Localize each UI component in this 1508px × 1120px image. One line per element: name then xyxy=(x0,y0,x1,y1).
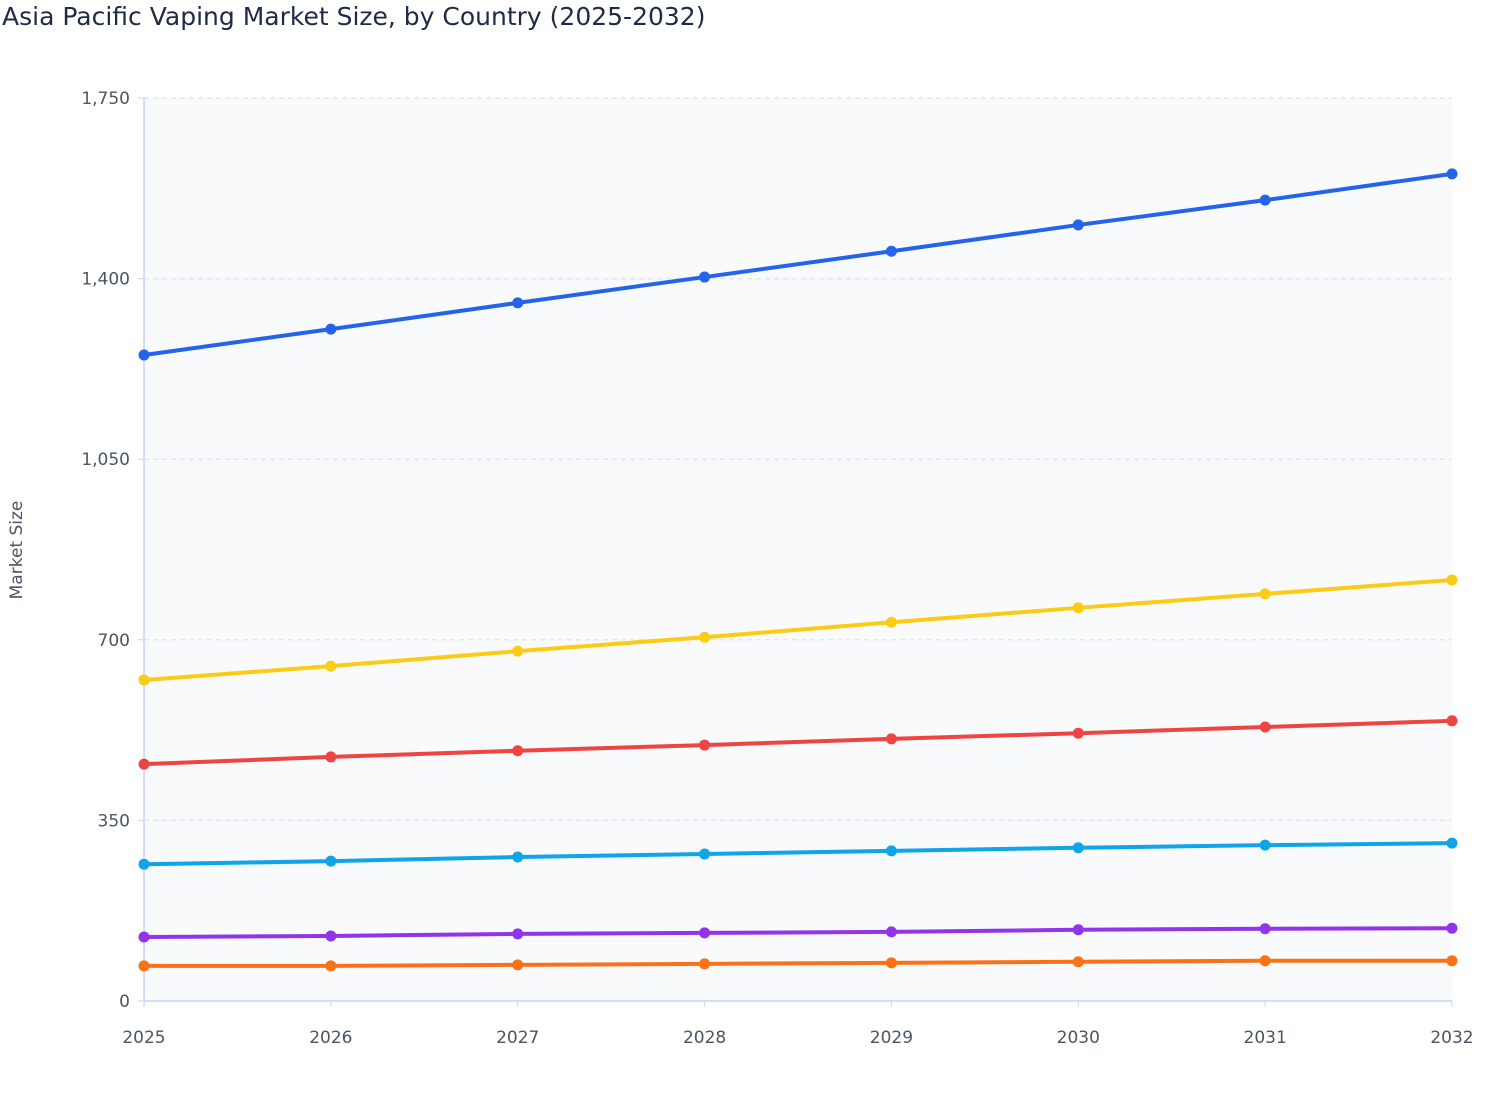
series-line xyxy=(143,718,1453,767)
data-point xyxy=(1072,956,1084,968)
data-point xyxy=(1259,588,1271,600)
data-point xyxy=(138,674,150,686)
data-point xyxy=(1446,922,1458,934)
x-tick-label: 2027 xyxy=(496,1028,539,1048)
data-point xyxy=(1259,923,1271,935)
data-point xyxy=(138,931,150,943)
data-point xyxy=(325,660,337,672)
data-point xyxy=(1072,602,1084,614)
data-point xyxy=(512,645,524,657)
data-point xyxy=(138,858,150,870)
y-tick-label: 700 xyxy=(98,631,130,651)
data-point xyxy=(885,926,897,938)
series-1 xyxy=(138,574,1458,686)
data-point xyxy=(885,845,897,857)
x-tick-label: 2030 xyxy=(1057,1028,1100,1048)
series-3 xyxy=(138,837,1458,870)
data-point xyxy=(699,631,711,643)
data-point xyxy=(1446,837,1458,849)
data-point xyxy=(325,751,337,763)
series-line xyxy=(143,841,1453,867)
x-tick-label: 2026 xyxy=(309,1028,352,1048)
y-tick-label: 0 xyxy=(119,992,130,1012)
data-point xyxy=(512,851,524,863)
data-point xyxy=(1446,168,1458,180)
series-2 xyxy=(138,715,1458,770)
x-tick-label: 2029 xyxy=(870,1028,913,1048)
x-tick-label: 2025 xyxy=(122,1028,165,1048)
y-tick-label: 1,750 xyxy=(81,89,130,109)
series-4 xyxy=(138,922,1458,943)
data-point xyxy=(512,745,524,757)
series-line xyxy=(143,926,1453,940)
data-point xyxy=(1259,721,1271,733)
data-point xyxy=(1259,839,1271,851)
series-line xyxy=(143,577,1453,683)
x-tick-label: 2028 xyxy=(683,1028,726,1048)
data-point xyxy=(885,957,897,969)
data-point xyxy=(325,855,337,867)
data-point xyxy=(699,958,711,970)
data-point xyxy=(512,959,524,971)
data-point xyxy=(1446,715,1458,727)
data-point xyxy=(1259,955,1271,967)
data-point xyxy=(325,960,337,972)
plot-background xyxy=(144,98,1452,1001)
series-line xyxy=(143,171,1453,357)
data-point xyxy=(885,245,897,257)
data-point xyxy=(699,927,711,939)
data-point xyxy=(325,323,337,335)
data-point xyxy=(1072,727,1084,739)
data-point xyxy=(1072,219,1084,231)
series-line xyxy=(144,958,1452,968)
data-point xyxy=(512,928,524,940)
chart-title: Asia Pacific Vaping Market Size, by Coun… xyxy=(2,2,706,31)
y-tick-label: 350 xyxy=(98,811,130,831)
data-point xyxy=(1446,955,1458,967)
data-point xyxy=(138,758,150,770)
data-point xyxy=(1072,924,1084,936)
x-tick-label: 2032 xyxy=(1430,1028,1473,1048)
y-tick-label: 1,400 xyxy=(81,270,130,290)
data-point xyxy=(885,616,897,628)
data-point xyxy=(1446,574,1458,586)
data-point xyxy=(1259,194,1271,206)
series-5 xyxy=(138,955,1458,972)
data-point xyxy=(699,739,711,751)
y-axis-label: Market Size xyxy=(7,501,27,600)
data-point xyxy=(885,733,897,745)
data-point xyxy=(138,960,150,972)
data-point xyxy=(325,930,337,942)
data-point xyxy=(512,297,524,309)
y-tick-label: 1,050 xyxy=(81,450,130,470)
data-point xyxy=(699,848,711,860)
data-point xyxy=(1072,842,1084,854)
series-0 xyxy=(138,168,1458,361)
data-point xyxy=(699,271,711,283)
x-tick-label: 2031 xyxy=(1244,1028,1287,1048)
data-point xyxy=(138,349,150,361)
